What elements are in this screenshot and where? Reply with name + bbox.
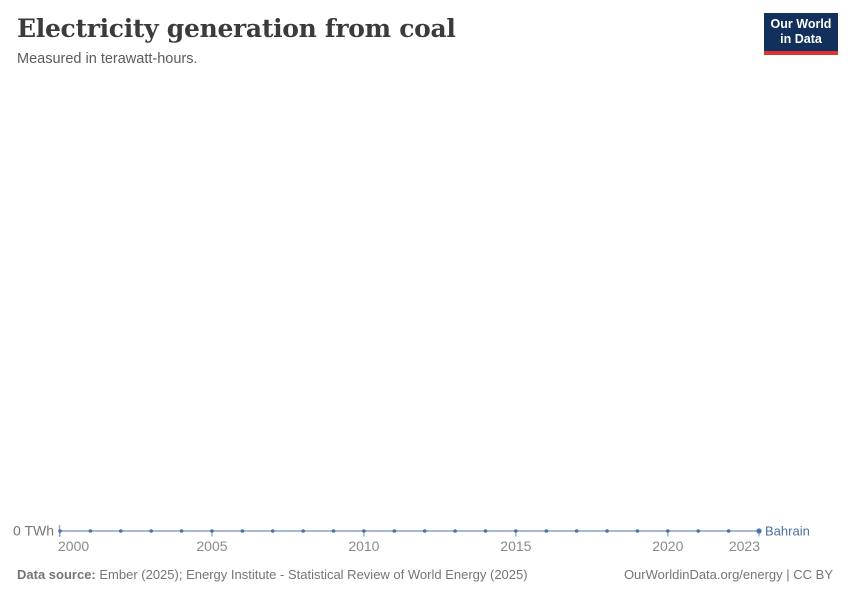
data-point[interactable] bbox=[58, 529, 62, 533]
entity-label[interactable]: Bahrain bbox=[765, 524, 810, 539]
data-point[interactable] bbox=[726, 529, 731, 533]
data-point[interactable] bbox=[270, 529, 275, 533]
data-source-text: Ember (2025); Energy Institute - Statist… bbox=[95, 567, 528, 582]
data-point[interactable] bbox=[392, 529, 397, 533]
data-point[interactable] bbox=[179, 529, 184, 533]
data-point[interactable] bbox=[544, 529, 549, 533]
data-point[interactable] bbox=[210, 529, 214, 533]
x-axis-tick-label: 2015 bbox=[500, 538, 531, 554]
chart-subtitle: Measured in terawatt-hours. bbox=[17, 51, 198, 67]
data-point[interactable] bbox=[696, 529, 701, 533]
data-point[interactable] bbox=[362, 529, 366, 533]
data-point[interactable] bbox=[666, 529, 670, 533]
series-end-marker bbox=[756, 528, 762, 534]
footer-link[interactable]: OurWorldinData.org/energy | CC BY bbox=[623, 567, 833, 582]
data-point[interactable] bbox=[422, 529, 427, 533]
data-point[interactable] bbox=[240, 529, 245, 533]
page-title: Electricity generation from coal bbox=[17, 14, 456, 43]
owid-logo-line2: in Data bbox=[780, 32, 822, 46]
data-point[interactable] bbox=[483, 529, 488, 533]
owid-logo[interactable]: Our World in Data bbox=[764, 13, 838, 55]
x-axis-tick-label: 2020 bbox=[652, 538, 683, 554]
owid-logo-line1: Our World bbox=[770, 17, 832, 31]
data-source-label: Data source: bbox=[17, 567, 96, 582]
data-point[interactable] bbox=[605, 529, 609, 533]
x-axis-tick-label: 2005 bbox=[196, 538, 227, 554]
data-point[interactable] bbox=[453, 529, 457, 533]
data-point[interactable] bbox=[88, 529, 93, 533]
data-point[interactable] bbox=[331, 529, 336, 533]
data-point[interactable] bbox=[149, 529, 153, 533]
x-axis-tick-label: 2000 bbox=[58, 538, 89, 554]
x-axis-tick-label: 2010 bbox=[348, 538, 379, 554]
data-point[interactable] bbox=[514, 529, 518, 533]
data-point[interactable] bbox=[635, 529, 640, 533]
data-source-note: Data source: Ember (2025); Energy Instit… bbox=[17, 567, 528, 582]
data-point[interactable] bbox=[118, 529, 123, 533]
data-point[interactable] bbox=[574, 529, 579, 533]
y-axis-tick-label: 0 TWh bbox=[13, 523, 54, 539]
x-axis-tick-label: 2023 bbox=[729, 538, 760, 554]
chart-footer: Data source: Ember (2025); Energy Instit… bbox=[0, 567, 850, 582]
data-point[interactable] bbox=[301, 529, 305, 533]
